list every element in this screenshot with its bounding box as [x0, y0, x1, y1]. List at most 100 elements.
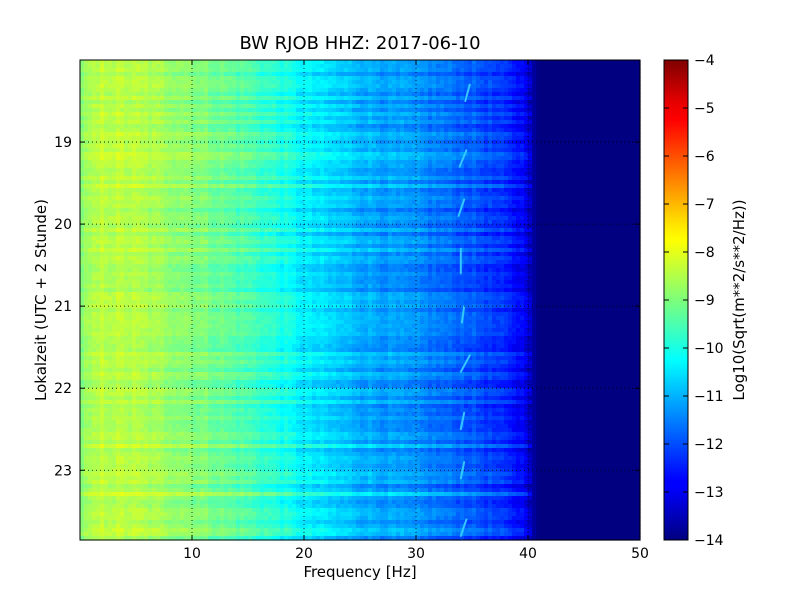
heatmap-cell — [492, 92, 497, 97]
heatmap-cell — [516, 104, 521, 109]
heatmap-cell — [556, 128, 561, 133]
heatmap-cell — [488, 196, 493, 201]
heatmap-cell — [548, 164, 553, 169]
heatmap-cell — [436, 200, 441, 205]
heatmap-cell — [316, 100, 321, 105]
heatmap-cell — [412, 176, 417, 181]
heatmap-cell — [344, 160, 349, 165]
heatmap-cell — [576, 88, 581, 93]
heatmap-cell — [380, 60, 385, 65]
heatmap-cell — [604, 116, 609, 121]
heatmap-cell — [392, 132, 397, 137]
heatmap-cell — [468, 148, 473, 153]
heatmap-cell — [636, 184, 641, 189]
heatmap-cell — [556, 92, 561, 97]
heatmap-cell — [544, 96, 549, 101]
heatmap-cell — [416, 192, 421, 197]
heatmap-cell — [512, 108, 517, 113]
heatmap-cell — [604, 60, 609, 65]
heatmap-cell — [252, 64, 257, 69]
heatmap-cell — [260, 108, 265, 113]
heatmap-cell — [304, 172, 309, 177]
heatmap-cell — [236, 120, 241, 125]
heatmap-cell — [612, 76, 617, 81]
heatmap-cell — [580, 136, 585, 141]
heatmap-cell — [620, 164, 625, 169]
heatmap-cell — [532, 168, 537, 173]
heatmap-cell — [440, 60, 445, 65]
heatmap-cell — [584, 60, 589, 65]
heatmap-cell — [244, 184, 249, 189]
heatmap-cell — [116, 80, 121, 85]
heatmap-cell — [160, 64, 165, 69]
heatmap-cell — [536, 140, 541, 145]
heatmap-cell — [544, 76, 549, 81]
heatmap-cell — [448, 124, 453, 129]
heatmap-cell — [380, 112, 385, 117]
heatmap-cell — [580, 64, 585, 69]
heatmap-cell — [272, 152, 277, 157]
heatmap-cell — [280, 136, 285, 141]
heatmap-cell — [176, 84, 181, 89]
heatmap-cell — [468, 176, 473, 181]
heatmap-cell — [184, 80, 189, 85]
heatmap-cell — [576, 108, 581, 113]
heatmap-cell — [544, 80, 549, 85]
heatmap-cell — [204, 92, 209, 97]
heatmap-cell — [448, 156, 453, 161]
heatmap-cell — [196, 160, 201, 165]
heatmap-cell — [408, 92, 413, 97]
heatmap-cell — [380, 188, 385, 193]
heatmap-cell — [480, 120, 485, 125]
heatmap-cell — [348, 132, 353, 137]
heatmap-cell — [604, 144, 609, 149]
heatmap-cell — [280, 92, 285, 97]
heatmap-cell — [568, 96, 573, 101]
heatmap-cell — [228, 160, 233, 165]
heatmap-cell — [256, 100, 261, 105]
heatmap-cell — [528, 120, 533, 125]
heatmap-cell — [544, 164, 549, 169]
heatmap-cell — [420, 176, 425, 181]
heatmap-cell — [244, 192, 249, 197]
heatmap-cell — [244, 64, 249, 69]
heatmap-cell — [464, 132, 469, 137]
heatmap-cell — [360, 108, 365, 113]
heatmap-cell — [108, 72, 113, 77]
heatmap-cell — [608, 84, 613, 89]
heatmap-cell — [504, 80, 509, 85]
heatmap-cell — [288, 84, 293, 89]
heatmap-cell — [592, 128, 597, 133]
heatmap-cell — [344, 104, 349, 109]
heatmap-cell — [348, 88, 353, 93]
heatmap-cell — [276, 172, 281, 177]
heatmap-cell — [308, 148, 313, 153]
heatmap-cell — [96, 84, 101, 89]
heatmap-cell — [404, 64, 409, 69]
heatmap-cell — [496, 176, 501, 181]
heatmap-cell — [564, 192, 569, 197]
heatmap-cell — [600, 76, 605, 81]
heatmap-cell — [408, 108, 413, 113]
heatmap-cell — [444, 64, 449, 69]
heatmap-cell — [380, 104, 385, 109]
heatmap-cell — [376, 92, 381, 97]
heatmap-cell — [444, 140, 449, 145]
heatmap-cell — [516, 96, 521, 101]
heatmap-cell — [392, 188, 397, 193]
heatmap-cell — [580, 88, 585, 93]
heatmap-cell — [444, 148, 449, 153]
heatmap-cell — [412, 164, 417, 169]
heatmap-cell — [216, 72, 221, 77]
heatmap-cell — [380, 64, 385, 69]
heatmap-cell — [264, 92, 269, 97]
heatmap-cell — [264, 144, 269, 149]
heatmap-cell — [496, 108, 501, 113]
heatmap-cell — [424, 160, 429, 165]
heatmap-cell — [332, 100, 337, 105]
heatmap-cell — [316, 112, 321, 117]
heatmap-cell — [148, 112, 153, 117]
heatmap-cell — [540, 136, 545, 141]
heatmap-cell — [416, 168, 421, 173]
heatmap-cell — [100, 68, 105, 73]
